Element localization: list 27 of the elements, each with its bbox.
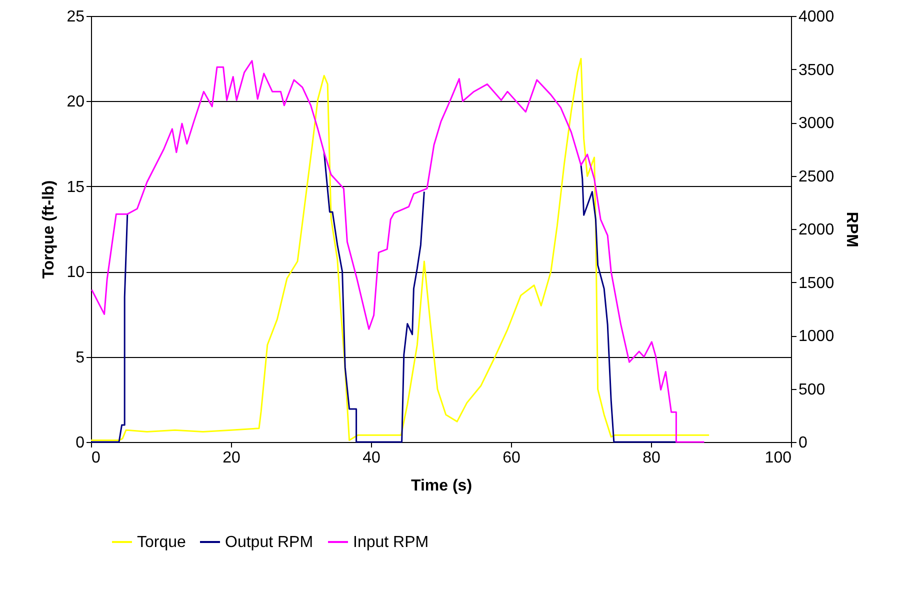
y2-tick-label: 1500 <box>798 274 834 292</box>
x-tick-label: 80 <box>642 450 660 466</box>
y2-tick-label: 3000 <box>798 115 834 132</box>
y2-tick-label: 4000 <box>798 8 834 26</box>
x-tick-label: 100 <box>764 450 792 466</box>
y2-tick-label: 3500 <box>798 62 834 79</box>
x-tick-label: 60 <box>502 450 520 466</box>
x-tick-label: 40 <box>362 450 380 466</box>
y2-tick-label: 2500 <box>798 168 834 186</box>
y-tick-label: 20 <box>66 94 85 111</box>
x-tick-label: 0 <box>92 450 100 466</box>
x-axis-title: Time (s) <box>410 478 472 494</box>
y-tick-label: 0 <box>76 434 85 452</box>
y2-tick-label: 0 <box>798 434 808 452</box>
y2-tick-label: 500 <box>798 381 826 398</box>
y-tick-label: 5 <box>76 349 85 366</box>
y-tick-label: 15 <box>66 178 85 196</box>
y-tick-label: 10 <box>66 264 85 282</box>
y2-tick-label: 1000 <box>798 328 834 345</box>
legend-label: Torque <box>137 534 186 551</box>
y-tick-label: 25 <box>66 8 85 26</box>
x-tick-label: 20 <box>222 450 240 466</box>
legend-label: Output RPM <box>225 534 314 551</box>
y2-tick-label: 2000 <box>798 222 834 238</box>
y-axis-title: Torque (ft-lb) <box>40 180 58 279</box>
legend-label: Input RPM <box>353 534 429 551</box>
y2-axis-title: RPM <box>843 212 860 248</box>
